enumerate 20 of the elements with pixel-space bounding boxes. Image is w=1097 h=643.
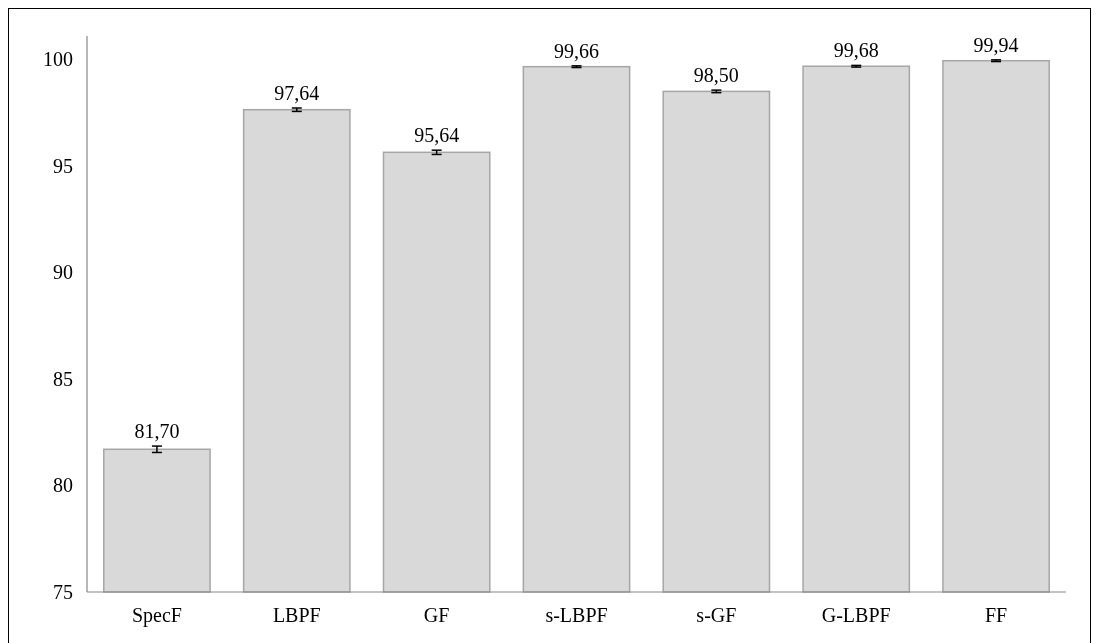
data-label: 99,66 [554, 39, 599, 62]
y-tick-label: 90 [53, 261, 73, 284]
y-tick-label: 75 [53, 581, 73, 603]
x-tick-label: s-GF [696, 604, 737, 626]
y-tick-label: 95 [53, 154, 73, 177]
data-label: 99,94 [973, 33, 1019, 56]
data-label: 99,68 [833, 39, 879, 62]
x-tick-label: G-LBPF [821, 604, 891, 626]
y-tick-label: 85 [53, 367, 73, 390]
x-tick-label: SpecF [131, 604, 182, 627]
data-label: 95,64 [414, 124, 460, 147]
data-label: 97,64 [274, 82, 320, 104]
x-tick-label: FF [984, 604, 1008, 626]
data-label: 98,50 [693, 64, 739, 87]
x-tick-label: LBPF [272, 604, 321, 626]
x-tick-label: s-LBPF [545, 604, 608, 626]
data-label: 81,70 [134, 420, 180, 443]
x-tick-label: GF [423, 604, 450, 626]
y-tick-label: 100 [43, 48, 73, 71]
y-tick-label: 80 [53, 474, 73, 497]
